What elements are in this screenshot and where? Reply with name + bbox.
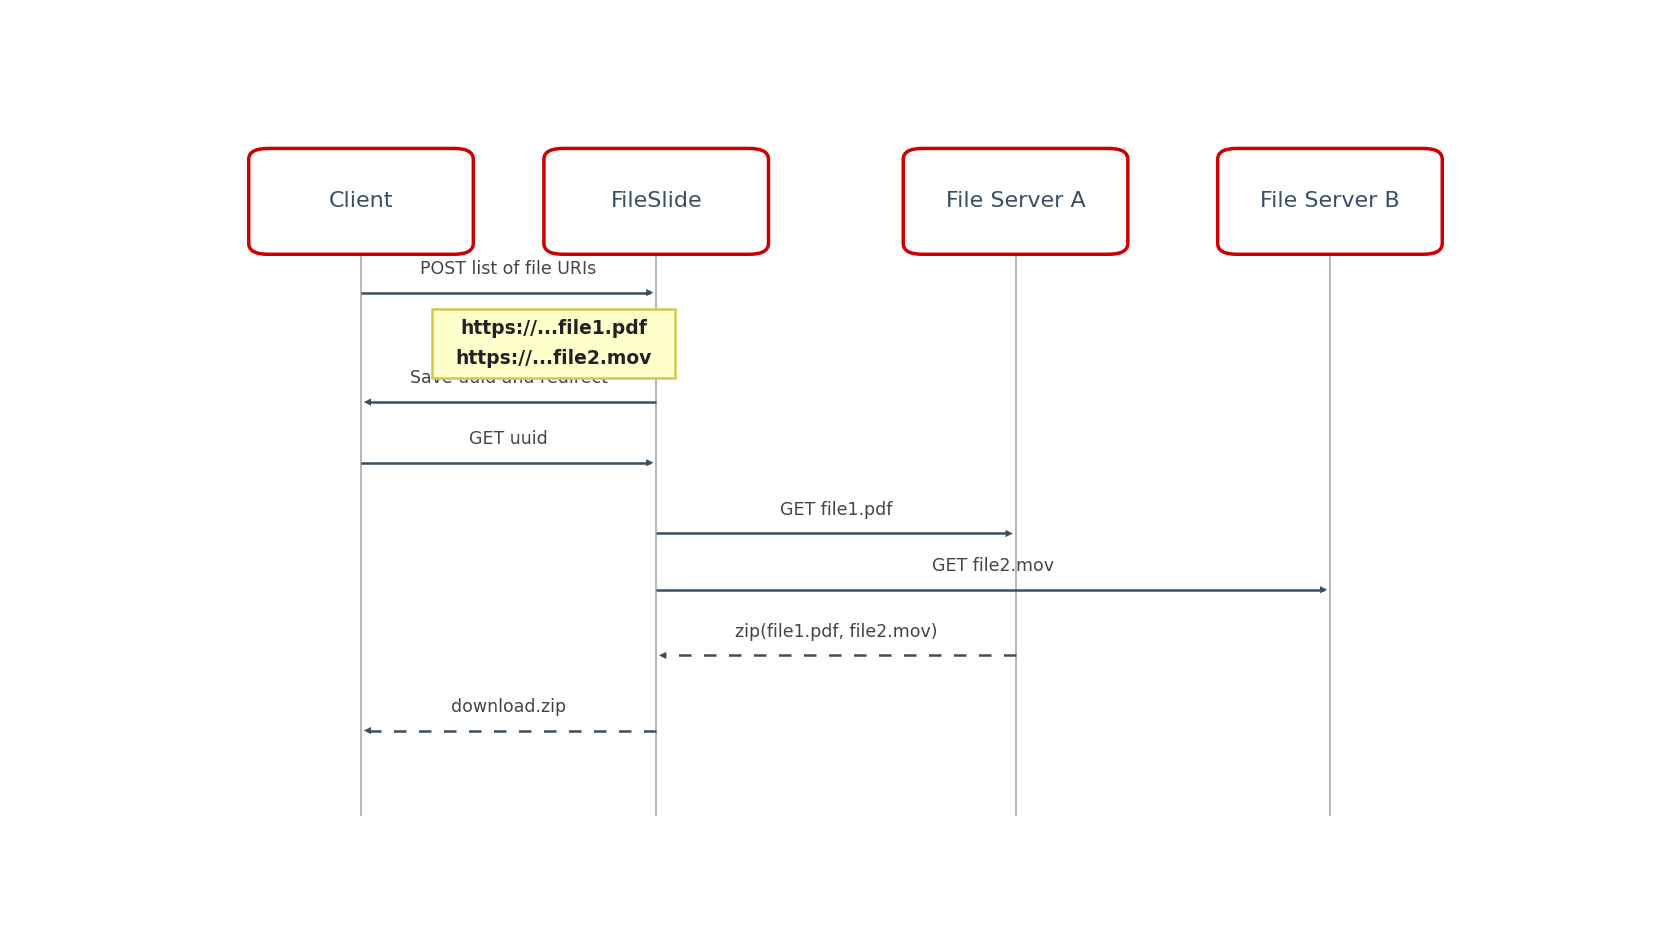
FancyBboxPatch shape — [248, 149, 473, 254]
Text: File Server A: File Server A — [945, 191, 1084, 211]
Text: https://...file1.pdf
https://...file2.mov: https://...file1.pdf https://...file2.mo… — [455, 319, 652, 368]
FancyBboxPatch shape — [432, 309, 675, 378]
Text: File Server B: File Server B — [1259, 191, 1398, 211]
Text: FileSlide: FileSlide — [611, 191, 702, 211]
FancyBboxPatch shape — [543, 149, 768, 254]
FancyBboxPatch shape — [902, 149, 1127, 254]
Text: GET file2.mov: GET file2.mov — [932, 557, 1054, 575]
FancyBboxPatch shape — [1216, 149, 1442, 254]
Text: zip(file1.pdf, file2.mov): zip(file1.pdf, file2.mov) — [735, 623, 937, 641]
Text: GET file1.pdf: GET file1.pdf — [780, 501, 892, 519]
Text: Save uuid and redirect: Save uuid and redirect — [409, 370, 607, 388]
Text: POST list of file URIs: POST list of file URIs — [420, 260, 596, 278]
Text: GET uuid: GET uuid — [468, 430, 548, 448]
Text: download.zip: download.zip — [450, 698, 566, 716]
Text: Client: Client — [329, 191, 392, 211]
